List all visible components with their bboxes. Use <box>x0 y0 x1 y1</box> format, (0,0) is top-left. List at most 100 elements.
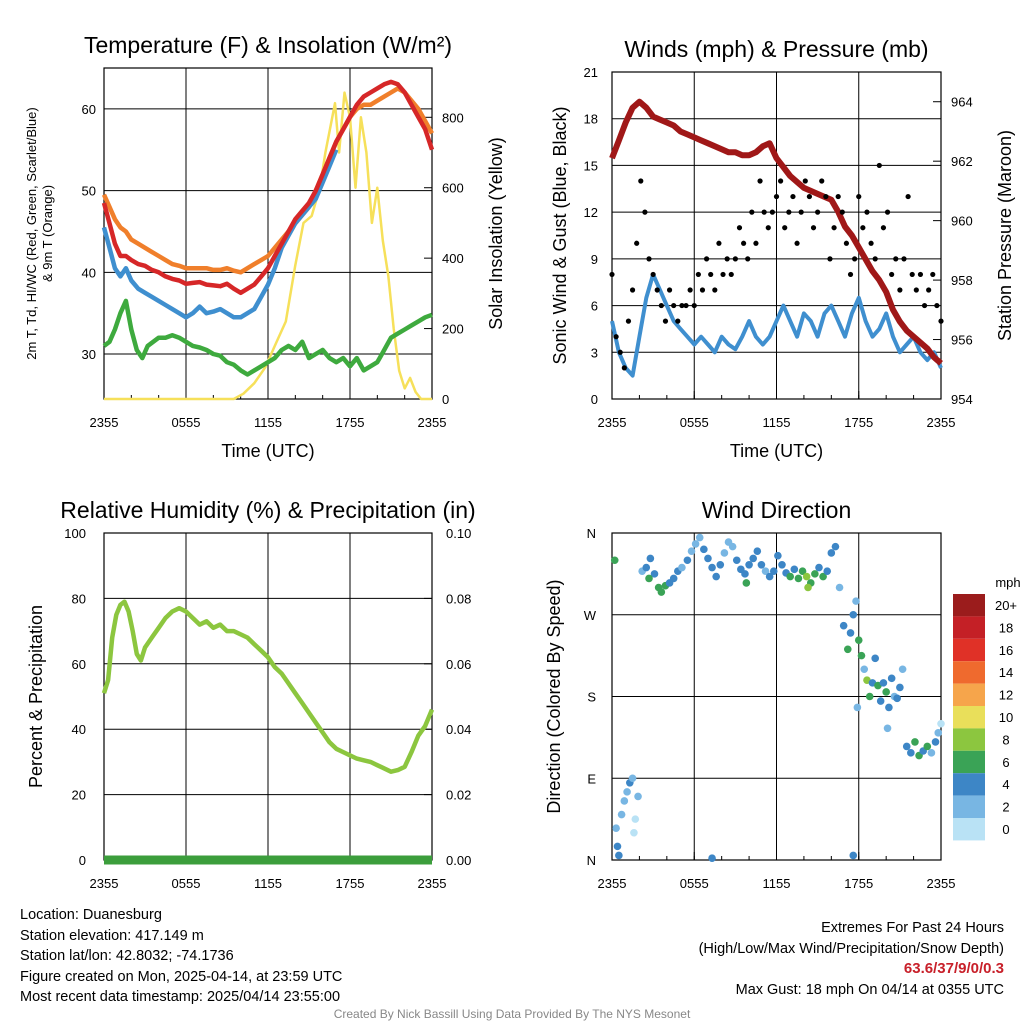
colorbar-swatch <box>953 638 985 662</box>
colorbar-swatch <box>953 728 985 751</box>
direction-point <box>902 742 911 751</box>
gust-point <box>732 256 738 262</box>
direction-point <box>853 703 862 712</box>
y-tick-label: 20 <box>72 788 86 803</box>
gust-point <box>695 271 701 278</box>
y-tick-label: 15 <box>584 158 598 173</box>
direction-point <box>876 697 885 705</box>
gust-point <box>749 209 755 215</box>
x-tick-label: 1155 <box>763 415 791 430</box>
direction-point <box>610 556 619 565</box>
gust-point <box>839 209 845 215</box>
colorbar-label: 20+ <box>995 598 1017 613</box>
x-tick-label: 1755 <box>336 415 365 430</box>
max-gust: Max Gust: 18 mph On 04/14 at 0355 UTC <box>735 981 1004 998</box>
y2-tick-label: 960 <box>951 214 973 229</box>
y2-tick-label: 964 <box>951 95 973 110</box>
y2-tick-label: 954 <box>951 392 973 407</box>
colorbar-swatch <box>953 818 985 841</box>
gust-point <box>778 178 784 184</box>
direction-point <box>720 549 729 557</box>
x-tick-label: 2355 <box>90 415 119 430</box>
gust-point <box>909 271 915 278</box>
colorbar-label: 18 <box>999 620 1013 635</box>
gust-point <box>798 209 804 215</box>
direction-point <box>849 610 858 619</box>
gust-point <box>662 318 669 324</box>
x-tick-label: 0555 <box>680 415 709 430</box>
station-location: Location: Duanesburg <box>20 907 162 923</box>
gust-point <box>835 193 841 200</box>
gust-point <box>790 193 796 200</box>
x-tick-label: 2355 <box>418 876 447 891</box>
direction-point <box>741 570 749 578</box>
direction-point <box>898 665 907 674</box>
direction-point <box>846 629 855 637</box>
colorbar-swatch <box>953 616 985 639</box>
x-tick-label: 0555 <box>680 876 709 891</box>
series-windchill <box>101 148 339 320</box>
y2-tick-label: 0.00 <box>446 853 471 868</box>
gust-point <box>794 240 800 246</box>
direction-point <box>852 597 860 605</box>
y2-tick-label: 400 <box>442 251 464 266</box>
x-tick-label: 2355 <box>598 876 627 891</box>
gust-point <box>913 287 919 293</box>
colorbar-swatch <box>953 773 985 796</box>
y-tick-label: 0 <box>591 392 598 407</box>
y-tick-label: N <box>587 526 596 541</box>
x-tick-label: 1755 <box>336 876 365 891</box>
y-tick-label: 40 <box>72 722 86 737</box>
gust-point <box>938 318 944 324</box>
y-tick-label: 12 <box>584 205 598 220</box>
gust-point <box>765 225 771 231</box>
direction-point <box>691 540 700 548</box>
direction-point <box>742 579 751 587</box>
direction-point <box>802 572 811 581</box>
gust-point <box>880 225 887 231</box>
colorbar-label: 0 <box>1002 822 1009 837</box>
direction-point <box>765 572 774 581</box>
direction-point <box>612 824 620 833</box>
gust-point <box>893 256 899 262</box>
y2-tick-label: 956 <box>951 333 973 348</box>
y-tick-label: 60 <box>72 657 86 672</box>
gust-point <box>872 256 878 262</box>
direction-point <box>831 542 840 551</box>
gust-point <box>658 302 664 309</box>
direction-point <box>620 797 629 805</box>
gust-point <box>666 287 673 293</box>
direction-point <box>657 588 666 596</box>
direction-point <box>798 567 807 575</box>
gust-point <box>654 287 660 293</box>
y-axis-label: Percent & Precipitation <box>26 605 46 788</box>
gust-point <box>691 302 697 309</box>
direction-point <box>804 583 812 592</box>
direction-point <box>623 788 631 796</box>
colorbar-swatch <box>953 795 985 818</box>
y2-tick-label: 800 <box>442 110 464 125</box>
x-tick-label: 2355 <box>927 415 956 430</box>
colorbar-swatch <box>953 661 985 684</box>
series-t2m <box>101 79 435 296</box>
x-tick-label: 1155 <box>763 876 791 891</box>
direction-point <box>700 545 708 554</box>
y2-tick-label: 0.08 <box>446 591 471 606</box>
gust-point <box>847 271 854 278</box>
direction-point <box>716 560 725 569</box>
credit-line: Created By Nick Bassill Using Data Provi… <box>333 1007 691 1021</box>
series-pressure <box>609 98 943 366</box>
gust-point <box>876 162 882 169</box>
x-tick-label: 0555 <box>172 876 201 891</box>
gust-point <box>761 209 767 215</box>
direction-point <box>871 654 879 663</box>
gust-point <box>864 209 870 215</box>
y-axis-label: Sonic Wind & Gust (Blue, Black) <box>550 106 570 364</box>
direction-point <box>911 738 919 746</box>
colorbar-label: 4 <box>1002 777 1009 792</box>
direction-point <box>937 719 945 728</box>
gust-point <box>687 287 693 293</box>
direction-point <box>860 665 869 674</box>
colorbar-swatch <box>953 594 985 617</box>
y-tick-label: 50 <box>82 184 96 199</box>
